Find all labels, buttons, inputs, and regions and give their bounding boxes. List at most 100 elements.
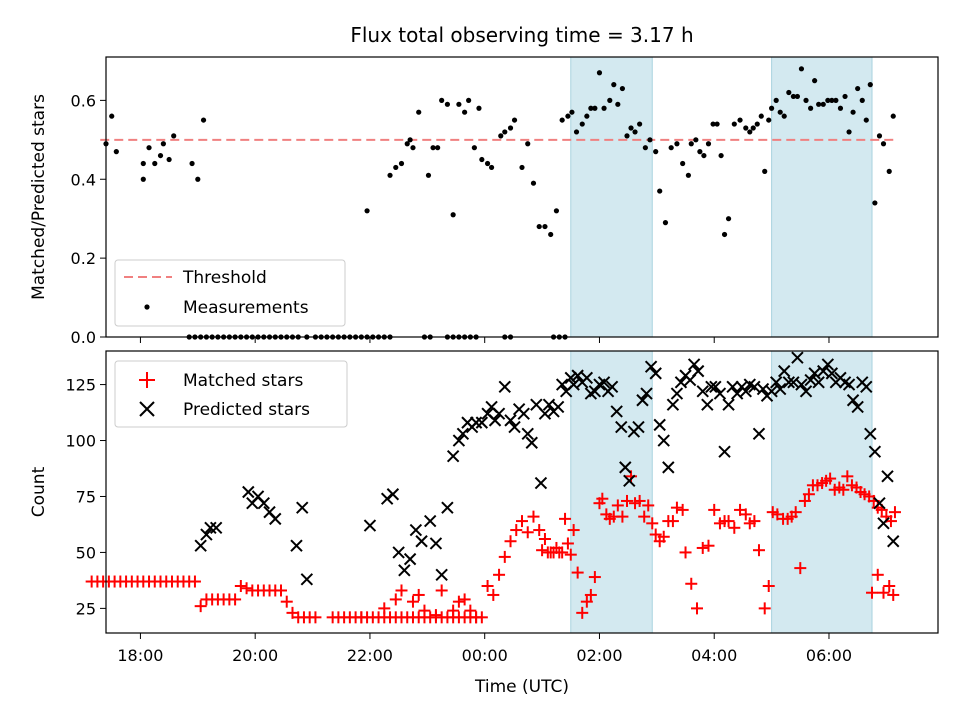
measurement-point [808, 105, 814, 111]
predicted-star-point [825, 367, 839, 380]
predicted-star-point [619, 461, 632, 474]
measurement-point [863, 117, 869, 123]
predicted-star-point [555, 378, 569, 391]
measurement-point [498, 133, 504, 139]
predicted-star-point [623, 474, 636, 488]
predicted-star-point [615, 420, 628, 434]
measurement-point [705, 141, 712, 147]
x-tick-label: 20:00 [232, 646, 278, 665]
measurement-point [766, 117, 772, 123]
matched-star-point [309, 611, 322, 624]
bottom-axes-frame [105, 350, 939, 634]
matched-star-point [702, 539, 715, 552]
measurement-point [488, 164, 495, 171]
predicted-star-point [705, 380, 718, 394]
predicted-star-point [640, 387, 653, 400]
predicted-star-point [636, 394, 649, 407]
measurement-point [171, 133, 177, 139]
predicted-star-point [887, 535, 900, 548]
matched-star-point [789, 506, 802, 519]
predicted-star-point [194, 539, 207, 552]
measurement-point [786, 89, 792, 96]
measurement-point [680, 160, 686, 167]
measurement-point [502, 129, 508, 135]
matched-star-point [533, 524, 546, 537]
matched-star-point [464, 604, 477, 617]
measurement-point [820, 101, 826, 107]
predicted-star-point [701, 398, 714, 411]
matched-star-point [567, 524, 580, 537]
predicted-star-point [580, 371, 594, 385]
measurement-point [737, 117, 743, 123]
predicted-star-point [709, 380, 722, 394]
top-axes-frame [105, 56, 939, 338]
measurement-point [146, 145, 152, 151]
measurement-point [837, 105, 844, 111]
measurement-point [195, 176, 201, 182]
matched-star-point [378, 602, 391, 615]
predicted-star-point [752, 427, 766, 441]
predicted-star-point [429, 537, 443, 550]
predicted-star-point [392, 546, 405, 559]
matched-star-point [498, 550, 511, 563]
predicted-star-point [662, 461, 675, 474]
measurement-point [530, 180, 537, 186]
matched-star-point [516, 515, 528, 528]
matched-star-point [240, 582, 253, 595]
predicted-star-point [415, 535, 428, 548]
predicted-star-point [435, 568, 448, 582]
predicted-star-point [423, 514, 437, 528]
predicted-star-point [649, 367, 662, 380]
predicted-star-point [441, 501, 454, 514]
measurement-points [103, 66, 896, 340]
measurement-point [615, 101, 621, 107]
predicted-star-point [452, 434, 466, 447]
predicted-star-point [242, 485, 255, 499]
matched-star-point [691, 602, 704, 615]
measurement-point [750, 125, 756, 131]
predicted-star-point [605, 380, 619, 394]
predicted-star-point [670, 387, 684, 400]
matched-star-point [521, 526, 534, 539]
matched-star-point [510, 524, 523, 537]
measurement-point [113, 149, 119, 155]
y-tick-label: 0.2 [71, 249, 96, 268]
measurement-point [364, 208, 370, 214]
measurement-point [166, 156, 172, 163]
predicted-star-point [691, 364, 705, 378]
matched-star-point [418, 604, 431, 617]
predicted-star-point [657, 434, 670, 447]
matched-star-point [824, 472, 837, 485]
predicted-star-point [718, 445, 731, 458]
measurement-point [548, 231, 554, 238]
measurement-point [632, 129, 638, 135]
matched-star-point [561, 537, 574, 550]
measurement-point [140, 160, 146, 167]
matched-star-point [559, 512, 572, 525]
measurement-point [466, 97, 472, 103]
measurement-point [439, 97, 445, 103]
measurement-point [637, 121, 643, 127]
matched-star-point [194, 600, 207, 613]
y-tick-label: 50 [76, 543, 96, 562]
predicted-star-point [300, 573, 314, 586]
measurement-point [157, 152, 164, 159]
y-tick-label: 100 [65, 432, 96, 451]
measurement-point [189, 160, 195, 167]
y-tick-label: 25 [76, 599, 96, 618]
measurement-point [743, 125, 749, 131]
matched-star-point [794, 562, 807, 575]
measurement-point [573, 129, 580, 135]
predicted-star-point [469, 416, 483, 429]
matched-star-point [752, 544, 765, 557]
matched-star-point [580, 595, 593, 608]
matched-star-point [481, 580, 494, 592]
matched-star-point [576, 606, 589, 619]
predicted-star-point [877, 517, 890, 530]
measurement-point [653, 149, 659, 155]
matched-star-point [676, 503, 689, 516]
predicted-star-point [778, 364, 791, 378]
matched-star-point [621, 494, 634, 507]
measurement-point [601, 105, 607, 111]
shaded-interval [570, 350, 653, 634]
